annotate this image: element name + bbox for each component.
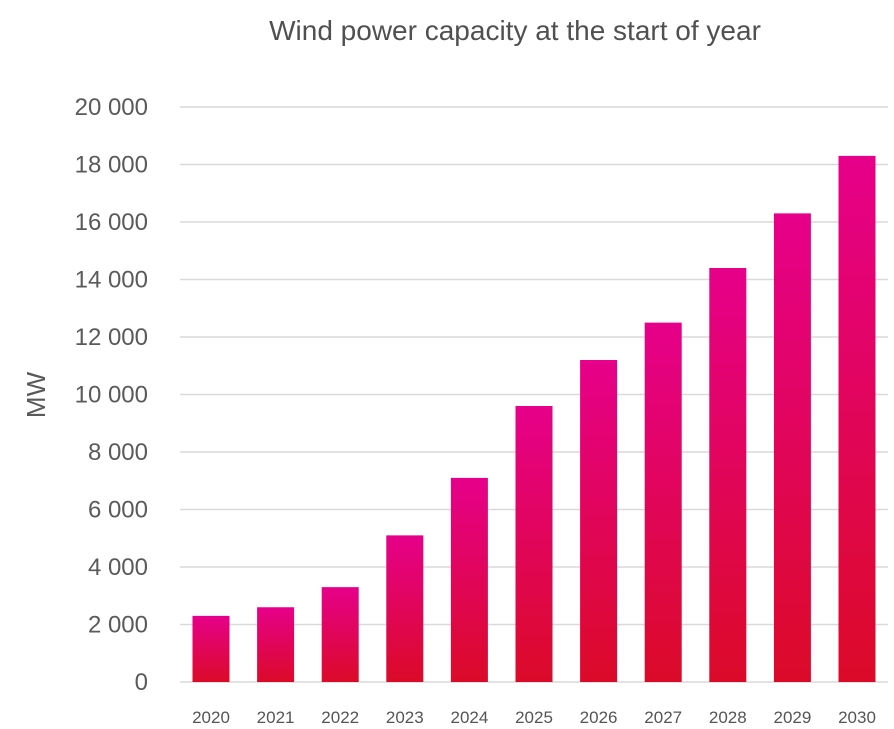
y-tick-label: 20 000 (75, 94, 148, 121)
bar-2027 (644, 322, 682, 682)
bar-2023 (386, 535, 424, 682)
bar-2021 (257, 607, 295, 682)
y-tick-label: 6 000 (88, 497, 148, 524)
y-tick-label: 12 000 (75, 324, 148, 351)
y-tick-label: 0 (135, 669, 148, 696)
bars (192, 155, 876, 682)
x-axis-ticks: 2020 2021 2022 2023 2024 2025 2026 2027 2028 2029… (192, 708, 876, 727)
x-tick-label: 2026 (580, 708, 618, 727)
bar-2022 (321, 587, 359, 682)
x-tick-label: 2023 (386, 708, 424, 727)
x-tick-label: 2027 (644, 708, 682, 727)
y-axis-label: MW (21, 371, 51, 418)
bar-2028 (709, 268, 747, 682)
y-tick-label: 4 000 (88, 554, 148, 581)
x-tick-label: 2020 (192, 708, 230, 727)
bar-2020 (192, 615, 230, 682)
bar-2029 (773, 213, 811, 682)
y-tick-label: 8 000 (88, 439, 148, 466)
chart-title: Wind power capacity at the start of year (269, 15, 761, 46)
bar-2026 (580, 360, 618, 682)
bar-2025 (515, 406, 553, 682)
x-tick-label: 2029 (773, 708, 811, 727)
x-tick-label: 2028 (709, 708, 747, 727)
y-tick-label: 16 000 (75, 209, 148, 236)
y-tick-label: 2 000 (88, 612, 148, 639)
x-tick-label: 2022 (321, 708, 359, 727)
y-axis-ticks: 0 2 000 4 000 6 000 8 000 10 000 12 000 14 000 1… (75, 94, 148, 696)
x-tick-label: 2024 (450, 708, 488, 727)
x-tick-label: 2030 (838, 708, 876, 727)
bar-2030 (838, 155, 876, 682)
x-tick-label: 2021 (257, 708, 295, 727)
bar-2024 (450, 477, 488, 682)
x-tick-label: 2025 (515, 708, 553, 727)
y-tick-label: 14 000 (75, 267, 148, 294)
y-tick-label: 18 000 (75, 152, 148, 179)
y-tick-label: 10 000 (75, 382, 148, 409)
